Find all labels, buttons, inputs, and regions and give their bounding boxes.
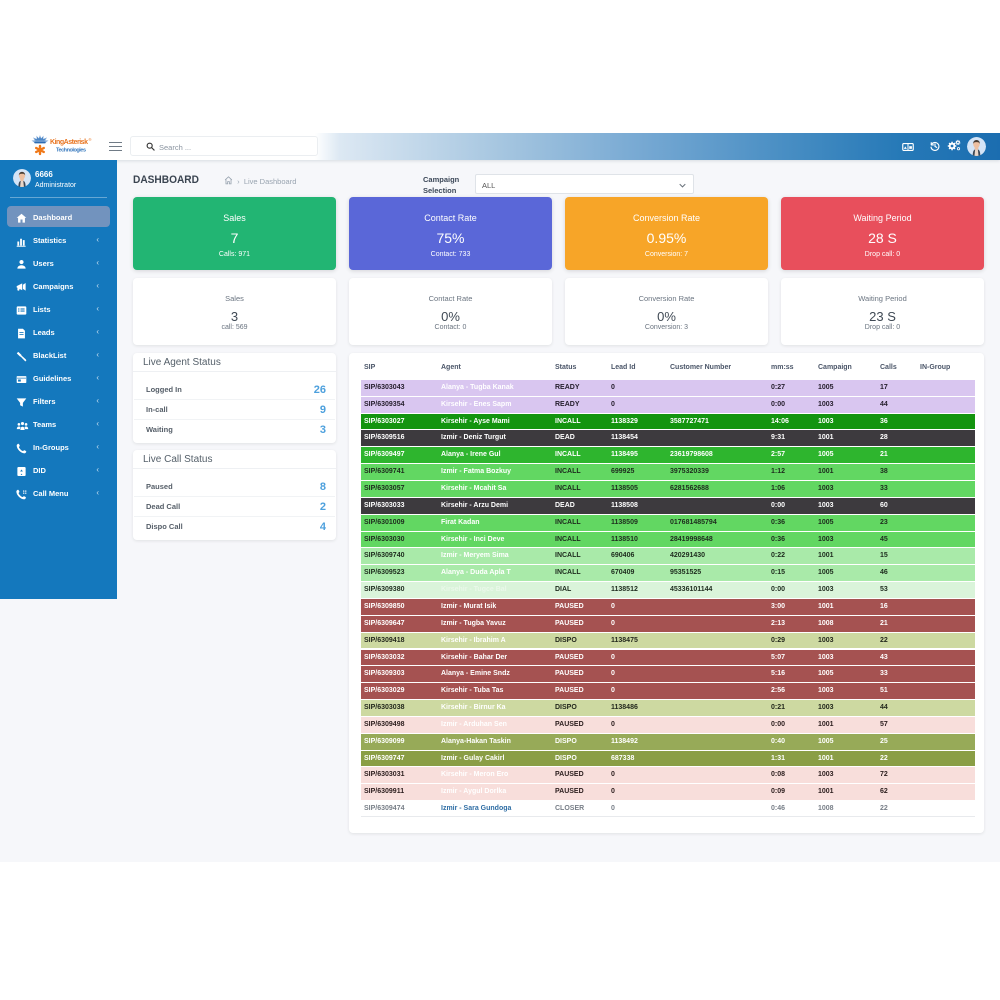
svg-text:Technologies: Technologies xyxy=(56,148,86,154)
svg-text:®: ® xyxy=(89,137,92,142)
svg-text:KingAsterisk: KingAsterisk xyxy=(50,139,88,146)
